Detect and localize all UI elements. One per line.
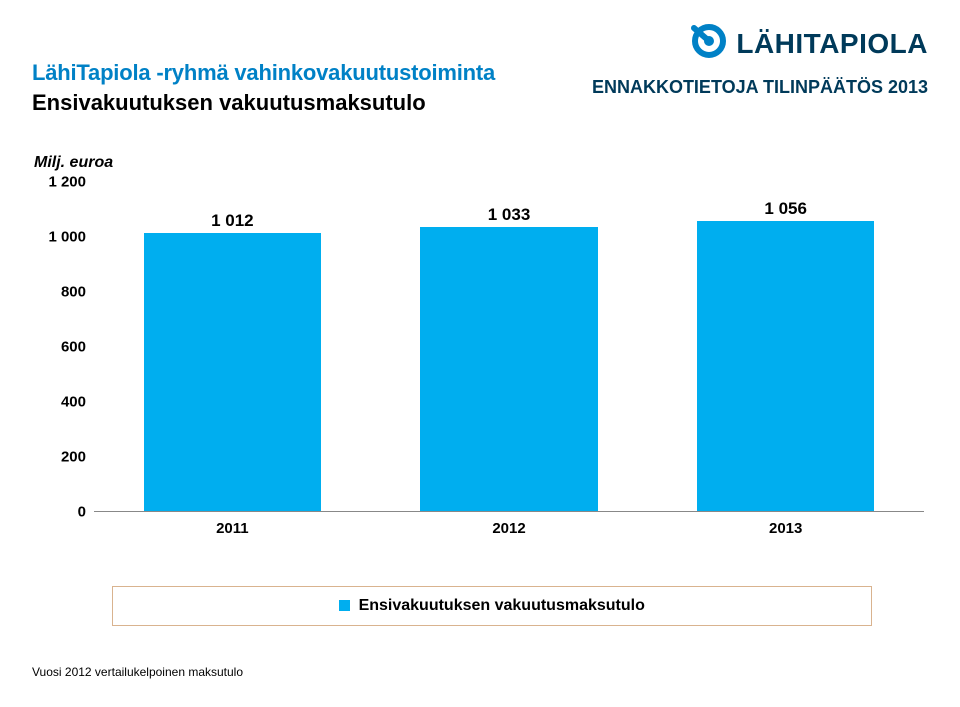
y-tick-label: 1 000 — [48, 229, 86, 246]
legend-swatch — [339, 600, 350, 611]
bar-value-label: 1 012 — [211, 211, 254, 231]
y-tick-label: 0 — [78, 504, 86, 521]
plot-area: 1 012 1 033 1 056 — [94, 182, 924, 512]
bar-chart: 02004006008001 0001 200 1 0121 0331 056 … — [34, 182, 924, 552]
unit-label: Milj. euroa — [34, 154, 928, 172]
left-header: LähiTapiola -ryhmä vahinkovakuutustoimin… — [32, 18, 592, 126]
header-row: LähiTapiola -ryhmä vahinkovakuutustoimin… — [32, 18, 928, 126]
brand-logo: LÄHITAPIOLA — [592, 20, 928, 67]
page-title-2: Ensivakuutuksen vakuutusmaksutulo — [32, 90, 592, 116]
footnote: Vuosi 2012 vertailukelpoinen maksutulo — [32, 665, 243, 679]
legend-label: Ensivakuutuksen vakuutusmaksutulo — [359, 597, 645, 614]
y-tick-label: 800 — [61, 284, 86, 301]
bar — [420, 227, 597, 511]
bar — [697, 221, 874, 511]
page-title-1: LähiTapiola -ryhmä vahinkovakuutustoimin… — [32, 60, 592, 86]
x-axis-labels: 201120122013 — [94, 520, 924, 537]
page-root: LähiTapiola -ryhmä vahinkovakuutustoimin… — [0, 0, 960, 707]
sub-header: ENNAKKOTIETOJA TILINPÄÄTÖS 2013 — [592, 77, 928, 98]
x-tick-label: 2011 — [94, 520, 371, 537]
right-header: LÄHITAPIOLA ENNAKKOTIETOJA TILINPÄÄTÖS 2… — [592, 20, 928, 98]
logo-icon — [688, 20, 730, 67]
x-tick-label: 2013 — [647, 520, 924, 537]
y-tick-label: 1 200 — [48, 174, 86, 191]
x-tick-label: 2012 — [371, 520, 648, 537]
bar-slot: 1 056 — [647, 182, 924, 511]
y-tick-label: 600 — [61, 339, 86, 356]
y-tick-label: 200 — [61, 449, 86, 466]
bar-slot: 1 012 — [94, 182, 371, 511]
legend-box: Ensivakuutuksen vakuutusmaksutulo — [112, 586, 872, 626]
y-axis: 02004006008001 0001 200 — [34, 182, 94, 512]
bar-value-label: 1 056 — [764, 199, 807, 219]
logo-text: LÄHITAPIOLA — [736, 28, 928, 60]
bar-slot: 1 033 — [371, 182, 648, 511]
bar — [144, 233, 321, 511]
y-tick-label: 400 — [61, 394, 86, 411]
bar-value-label: 1 033 — [488, 205, 531, 225]
